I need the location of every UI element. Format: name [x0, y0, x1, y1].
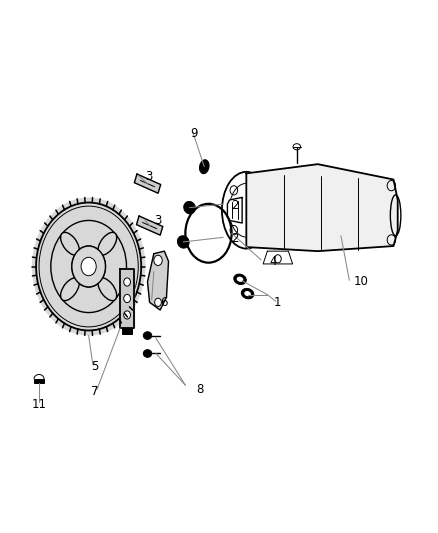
Text: 9: 9 — [190, 127, 198, 140]
Ellipse shape — [244, 291, 251, 296]
Ellipse shape — [143, 332, 152, 340]
Polygon shape — [34, 379, 44, 383]
Text: 2: 2 — [232, 232, 239, 245]
Circle shape — [155, 298, 161, 306]
Circle shape — [154, 255, 162, 265]
Text: 10: 10 — [353, 276, 368, 288]
Text: 1: 1 — [274, 296, 281, 309]
Ellipse shape — [241, 288, 254, 299]
Text: 3: 3 — [145, 171, 153, 183]
Text: 11: 11 — [32, 398, 46, 411]
Circle shape — [81, 257, 96, 276]
Text: 4: 4 — [269, 255, 277, 268]
Ellipse shape — [234, 274, 246, 285]
Text: 3: 3 — [154, 214, 161, 227]
Polygon shape — [137, 216, 163, 235]
Ellipse shape — [237, 277, 244, 282]
Polygon shape — [246, 164, 398, 251]
Ellipse shape — [98, 232, 117, 255]
Text: 2: 2 — [232, 199, 239, 212]
Polygon shape — [134, 174, 161, 193]
Text: 7: 7 — [91, 385, 98, 398]
Circle shape — [81, 257, 96, 276]
Ellipse shape — [177, 236, 189, 248]
Text: 6: 6 — [160, 296, 168, 309]
Ellipse shape — [199, 160, 209, 174]
Ellipse shape — [60, 232, 79, 255]
Polygon shape — [227, 197, 242, 223]
Circle shape — [124, 311, 131, 319]
Circle shape — [72, 246, 106, 287]
Ellipse shape — [184, 201, 195, 214]
Ellipse shape — [143, 350, 152, 357]
Circle shape — [32, 197, 145, 336]
Ellipse shape — [98, 278, 117, 301]
Circle shape — [124, 294, 131, 303]
Polygon shape — [120, 269, 134, 328]
Text: 8: 8 — [196, 383, 203, 396]
Polygon shape — [122, 328, 132, 334]
Polygon shape — [148, 251, 169, 310]
Ellipse shape — [60, 278, 79, 301]
Circle shape — [124, 278, 131, 286]
Circle shape — [72, 246, 106, 287]
Text: 5: 5 — [91, 360, 99, 373]
